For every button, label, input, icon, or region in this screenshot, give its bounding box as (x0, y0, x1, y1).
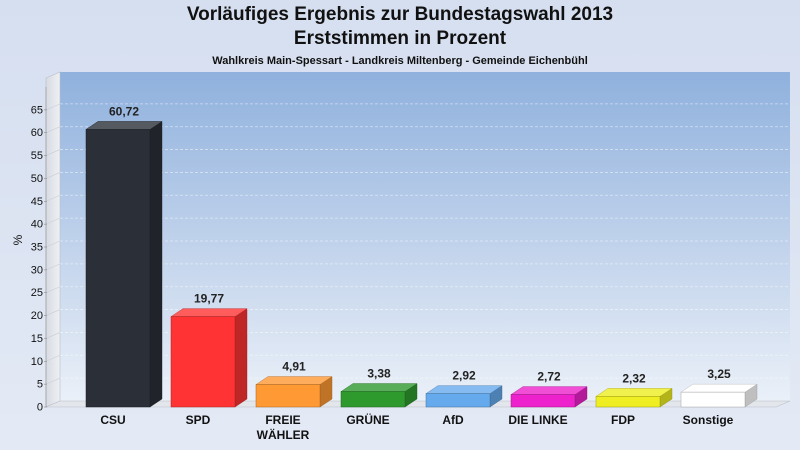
y-tick-label: 40 (31, 219, 43, 231)
x-tick-label: CSU (100, 413, 125, 427)
gridline-side (45, 377, 61, 385)
bar-csu (85, 121, 163, 408)
y-tick-label: 25 (31, 287, 43, 299)
data-label: 3,38 (367, 367, 391, 381)
bar-sonstige (680, 383, 758, 408)
data-label: 2,32 (622, 371, 646, 385)
gridline-side (45, 332, 61, 339)
bar-grüne (340, 383, 418, 408)
bar-front-face (595, 396, 661, 408)
data-label: 4,91 (282, 360, 306, 374)
y-tick-label: 10 (31, 356, 43, 368)
x-tick-label: SPD (186, 413, 211, 427)
x-tick-label: DIE LINKE (508, 413, 567, 427)
bar-top-face (255, 376, 333, 385)
bar-front-face (425, 393, 491, 408)
x-tick-label: FREIE WÄHLER (257, 413, 310, 442)
gridline-side (45, 126, 61, 133)
y-tick-label: 65 (31, 104, 43, 116)
bar-die-linke (510, 386, 588, 408)
y-tick-label: 15 (31, 333, 43, 345)
bar-top-face (170, 308, 248, 317)
y-axis-label: % (11, 234, 25, 245)
y-tick-label: 35 (31, 242, 43, 254)
gridline-side (45, 286, 61, 293)
gridline-side (45, 172, 61, 179)
gridline-side (45, 103, 61, 111)
gridline-side (45, 217, 61, 225)
x-tick-label: AfD (442, 413, 464, 427)
y-tick-label: 60 (31, 127, 43, 139)
data-label: 2,72 (537, 370, 561, 384)
bar-front-face (680, 391, 746, 408)
y-tick-label: 45 (31, 196, 43, 208)
data-label: 60,72 (109, 104, 139, 118)
gridline-side (45, 263, 61, 271)
plot-side-wall (45, 71, 61, 408)
plot-background (60, 72, 790, 401)
bar-front-face (510, 394, 576, 408)
y-tick-label: 0 (37, 402, 43, 414)
x-tick-label: FDP (611, 413, 635, 427)
bar-spd (170, 308, 248, 408)
y-tick-label: 20 (31, 310, 43, 322)
data-label: 3,25 (707, 367, 731, 381)
data-label: 19,77 (194, 292, 224, 306)
bar-top-face (680, 383, 758, 393)
x-tick-label: Sonstige (683, 413, 734, 427)
bar-side-face (234, 308, 248, 408)
bar-fdp (595, 388, 673, 408)
chart-subtitle: Wahlkreis Main-Spessart - Landkreis Milt… (212, 55, 588, 67)
gridline-side (45, 309, 61, 316)
y-tick-label: 50 (31, 173, 43, 185)
gridline-side (45, 355, 61, 362)
bar-freie-wähler (255, 376, 333, 408)
gridline-side (45, 195, 61, 202)
bar-front-face (340, 391, 406, 408)
gridline-side (45, 240, 61, 248)
y-tick-label: 55 (31, 150, 43, 162)
bar-front-face (85, 129, 151, 408)
bar-side-face (149, 121, 163, 408)
chart-title: Vorläufiges Ergebnis zur Bundestagswahl … (186, 4, 614, 25)
chart-title-line2: Erststimmen in Prozent (293, 28, 507, 49)
y-tick-label: 5 (37, 379, 43, 391)
bar-front-face (170, 316, 236, 408)
bar-top-face (595, 388, 673, 397)
bar-top-face (85, 121, 163, 130)
gridline-side (45, 149, 61, 156)
bar-top-face (340, 383, 418, 392)
bar-top-face (510, 386, 588, 395)
y-tick-label: 30 (31, 264, 43, 276)
bar-top-face (425, 385, 503, 394)
data-label: 2,92 (452, 369, 476, 383)
bar-afd (425, 385, 503, 408)
bar-front-face (255, 384, 321, 408)
x-tick-label: GRÜNE (346, 412, 389, 427)
